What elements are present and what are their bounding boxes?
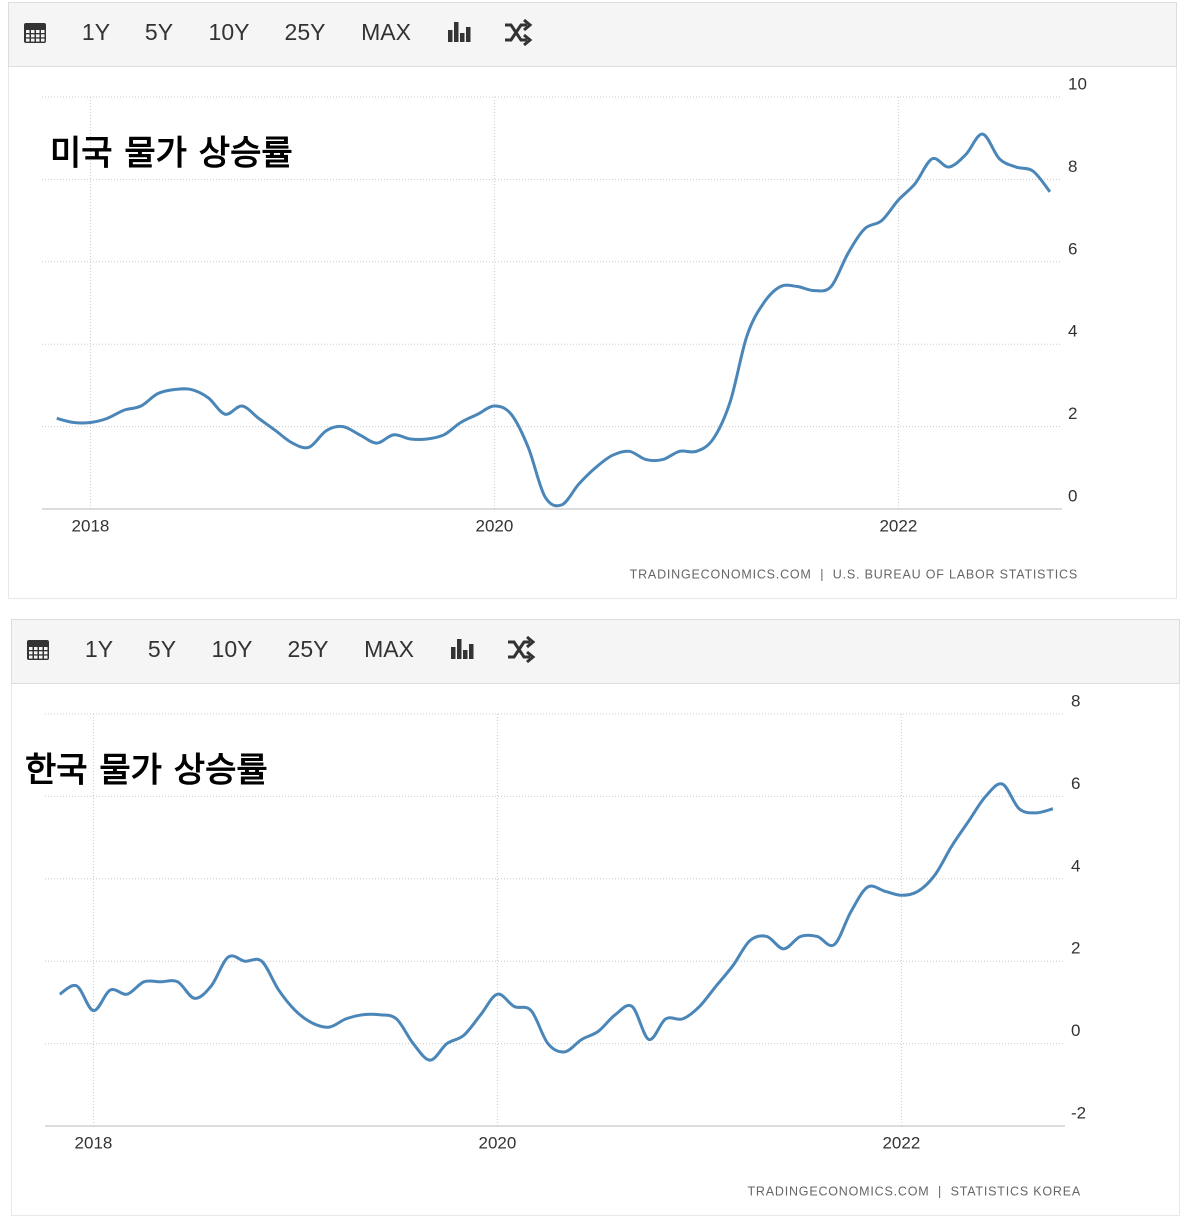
calendar-cell — [41, 30, 45, 33]
x-tick-label: 2018 — [72, 516, 110, 535]
calendar-cell — [26, 34, 30, 38]
x-tick-label: 2022 — [879, 516, 917, 535]
calendar-icon[interactable] — [27, 640, 49, 660]
y-tick-label: 0 — [1071, 1021, 1080, 1040]
range-button[interactable]: 10Y — [209, 19, 250, 45]
chart-title: 미국 물가 상승률 — [50, 134, 293, 174]
range-button[interactable]: 5Y — [145, 19, 173, 45]
x-tick-label: 2022 — [882, 1133, 920, 1152]
range-button[interactable]: 25Y — [288, 636, 329, 662]
toolbar-bg — [11, 619, 1180, 684]
calendar-cell — [29, 651, 33, 655]
chart-panel: 1Y 5Y 10Y 25Y MAX -2 0 2 4 6 8 2018 2020 2022 한국 물가 상승… — [11, 619, 1180, 1216]
bar-icon[interactable] — [448, 30, 453, 42]
bar-icon[interactable] — [460, 33, 465, 42]
y-tick-label: -2 — [1071, 1103, 1086, 1122]
y-tick-label: 2 — [1071, 939, 1080, 958]
source-note: TRADINGECONOMICS.COM | U.S. BUREAU OF LA… — [630, 567, 1078, 581]
calendar-cell — [34, 647, 38, 650]
y-tick-label: 4 — [1068, 322, 1077, 341]
x-tick-label: 2020 — [479, 1133, 517, 1152]
bar-icon[interactable] — [466, 27, 471, 42]
calendar-icon[interactable] — [24, 23, 46, 43]
chart-panel: 1Y 5Y 10Y 25Y MAX 0 2 4 6 8 10 2018 2020 2022 미국 물가 상승… — [8, 2, 1177, 599]
y-tick-label: 10 — [1068, 74, 1087, 93]
y-tick-label: 0 — [1068, 486, 1077, 505]
calendar-cell — [26, 38, 30, 42]
data-line — [56, 132, 1052, 508]
x-tick-label: 2018 — [75, 1133, 113, 1152]
calendar-cell — [39, 655, 43, 659]
calendar-cell — [36, 30, 40, 33]
bar-icon[interactable] — [457, 639, 462, 659]
range-button[interactable]: MAX — [361, 19, 411, 45]
bar-icon[interactable] — [463, 650, 468, 659]
calendar-cell — [29, 655, 33, 659]
range-button[interactable]: 25Y — [285, 19, 326, 45]
bar-icon[interactable] — [451, 647, 456, 659]
range-button[interactable]: 5Y — [148, 636, 176, 662]
y-tick-label: 4 — [1071, 856, 1080, 875]
y-tick-label: 6 — [1068, 239, 1077, 258]
range-button[interactable]: 10Y — [212, 636, 253, 662]
calendar-cell — [31, 30, 35, 33]
panel-border — [8, 2, 1177, 599]
x-tick-label: 2020 — [476, 516, 514, 535]
calendar-cell — [39, 647, 43, 650]
calendar-cell — [36, 34, 40, 38]
shuffle-icon[interactable] — [505, 18, 533, 47]
calendar-cell — [31, 38, 35, 42]
range-button[interactable]: 1Y — [82, 19, 110, 45]
calendar-cell — [26, 30, 30, 33]
source-note: TRADINGECONOMICS.COM | STATISTICS KOREA — [747, 1184, 1081, 1198]
calendar-cell — [36, 38, 40, 42]
y-tick-label: 8 — [1068, 157, 1077, 176]
calendar-cell — [34, 651, 38, 655]
calendar-cell — [41, 38, 45, 42]
range-button[interactable]: 1Y — [85, 636, 113, 662]
toolbar-bg — [8, 2, 1177, 67]
calendar-cell — [44, 655, 48, 659]
calendar-cell — [39, 651, 43, 655]
calendar-cell — [41, 34, 45, 38]
calendar-cell — [34, 655, 38, 659]
calendar-cell — [44, 647, 48, 650]
y-tick-label: 2 — [1068, 404, 1077, 423]
shuffle-icon[interactable] — [508, 635, 536, 664]
calendar-cell — [44, 651, 48, 655]
y-tick-label: 6 — [1071, 774, 1080, 793]
chart-title: 한국 물가 상승률 — [25, 751, 268, 791]
toolbar: 1Y 5Y 10Y 25Y MAX — [11, 619, 1180, 684]
panel-border — [11, 619, 1180, 1216]
range-button[interactable]: MAX — [364, 636, 414, 662]
y-tick-label: 8 — [1071, 691, 1080, 710]
data-line — [58, 782, 1054, 1062]
toolbar: 1Y 5Y 10Y 25Y MAX — [8, 2, 1177, 67]
bar-icon[interactable] — [469, 644, 474, 659]
bar-icon[interactable] — [454, 22, 459, 42]
calendar-cell — [31, 34, 35, 38]
calendar-cell — [29, 647, 33, 650]
